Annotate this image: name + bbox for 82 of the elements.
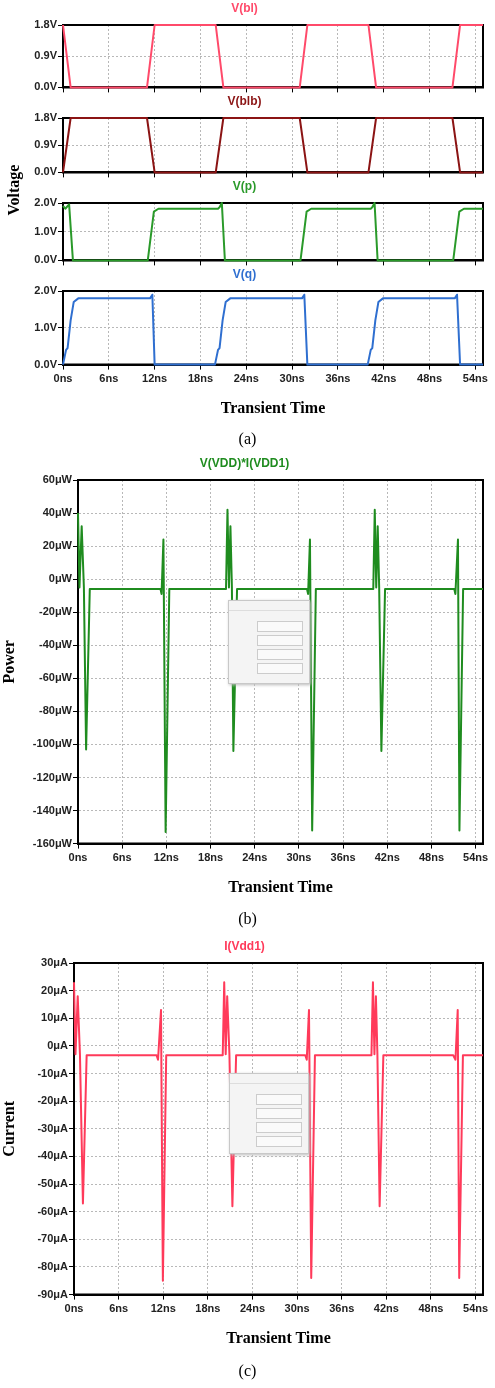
y-tick-label: -90μA [37, 1287, 69, 1300]
x-tick-label: 36ns [325, 372, 351, 385]
y-tick-label: 0.0V [34, 357, 58, 370]
y-tick-label: -60μW [38, 671, 73, 684]
x-tick-label: 54ns [463, 1302, 489, 1315]
y-tick-label: -40μA [37, 1149, 69, 1162]
x-tick-label: 6ns [112, 851, 132, 864]
y-tick-label: -20μA [37, 1094, 69, 1107]
y-tick-label: 0.0V [34, 253, 58, 266]
x-tick-label: 48ns [418, 1302, 444, 1315]
text: I(Vdd1) [224, 939, 265, 954]
text: (a) [237, 430, 258, 448]
y-tick-label: 0μW [48, 572, 73, 585]
y-tick-label: -30μA [37, 1121, 69, 1134]
y-tick-label: 0μA [47, 1038, 69, 1051]
y-tick-label: 10μA [41, 1011, 69, 1024]
x-tick-label: 12ns [150, 1302, 176, 1315]
x-axis-title: Transient Time [228, 877, 333, 895]
series-label: V(blb) [227, 94, 262, 109]
x-tick-label: 0ns [53, 372, 73, 385]
x-tick-label: 42ns [373, 1302, 399, 1315]
y-tick-label: -80μW [38, 704, 73, 717]
x-tick-label: 42ns [374, 851, 400, 864]
y-tick-label: 30μA [41, 956, 69, 969]
x-tick-label: 54ns [462, 372, 488, 385]
y-tick-label: -120μW [32, 770, 73, 783]
y-tick-label: 40μW [42, 506, 73, 519]
y-tick-label: 0.0V [34, 80, 58, 93]
y-tick-label: 20μA [41, 983, 69, 996]
series-label: V(q) [232, 267, 257, 282]
x-tick-label: 24ns [233, 372, 259, 385]
y-tick-label: -50μA [37, 1177, 69, 1190]
y-tick-label: 1.0V [34, 320, 58, 333]
text: V(VDD)*I(VDD1) [199, 456, 290, 471]
series-label: V(p) [232, 179, 257, 194]
x-tick-label: 12ns [142, 372, 168, 385]
y-tick-label: 0.9V [34, 138, 58, 151]
y-tick-label: 2.0V [34, 284, 58, 297]
x-tick-label: 6ns [109, 1302, 129, 1315]
y-tick-label: 1.0V [34, 224, 58, 237]
x-tick-label: 30ns [279, 372, 305, 385]
y-tick-label: 20μW [42, 539, 73, 552]
x-tick-label: 24ns [239, 1302, 266, 1315]
y-tick-label: -70μA [37, 1232, 69, 1245]
y-tick-label: -20μW [38, 605, 73, 618]
x-tick-label: 18ns [198, 851, 224, 864]
x-axis-title: Transient Time [220, 398, 326, 416]
x-tick-label: 12ns [153, 851, 179, 864]
x-tick-label: 54ns [463, 851, 489, 864]
x-tick-label: 18ns [195, 1302, 221, 1315]
x-tick-label: 6ns [99, 372, 119, 385]
y-tick-label: -60μA [37, 1204, 69, 1217]
y-tick-label: 1.8V [34, 18, 58, 31]
x-axis-title: Transient Time [226, 1328, 331, 1346]
y-axis-title: Current [0, 1100, 17, 1157]
y-tick-label: -40μW [38, 638, 73, 651]
x-tick-label: 24ns [242, 851, 268, 864]
y-tick-label: 0.0V [34, 165, 58, 178]
y-axis-title: Voltage [4, 164, 23, 216]
y-tick-label: 2.0V [34, 196, 58, 209]
x-tick-label: 48ns [418, 851, 444, 864]
y-axis-title: Power [0, 640, 17, 684]
x-tick-label: 18ns [187, 372, 213, 385]
y-tick-label: 1.8V [34, 111, 58, 124]
y-tick-label: -140μW [32, 803, 73, 816]
x-tick-label: 42ns [371, 372, 397, 385]
x-tick-label: 0ns [64, 1302, 84, 1315]
x-tick-label: 30ns [286, 851, 312, 864]
y-tick-label: 60μW [42, 473, 73, 486]
y-tick-label: -160μW [32, 836, 73, 849]
x-tick-label: 48ns [417, 372, 443, 385]
text: (b) [237, 910, 258, 928]
x-tick-label: 36ns [330, 851, 356, 864]
y-tick-label: -100μW [32, 737, 73, 750]
y-tick-label: -80μA [37, 1260, 69, 1272]
text: (c) [237, 1362, 258, 1380]
y-tick-label: 0.9V [34, 49, 58, 62]
x-tick-label: 36ns [329, 1302, 355, 1315]
y-tick-label: -10μA [37, 1066, 69, 1079]
x-tick-label: 0ns [68, 851, 88, 864]
x-tick-label: 30ns [284, 1302, 310, 1315]
series-label: V(bl) [231, 1, 258, 16]
